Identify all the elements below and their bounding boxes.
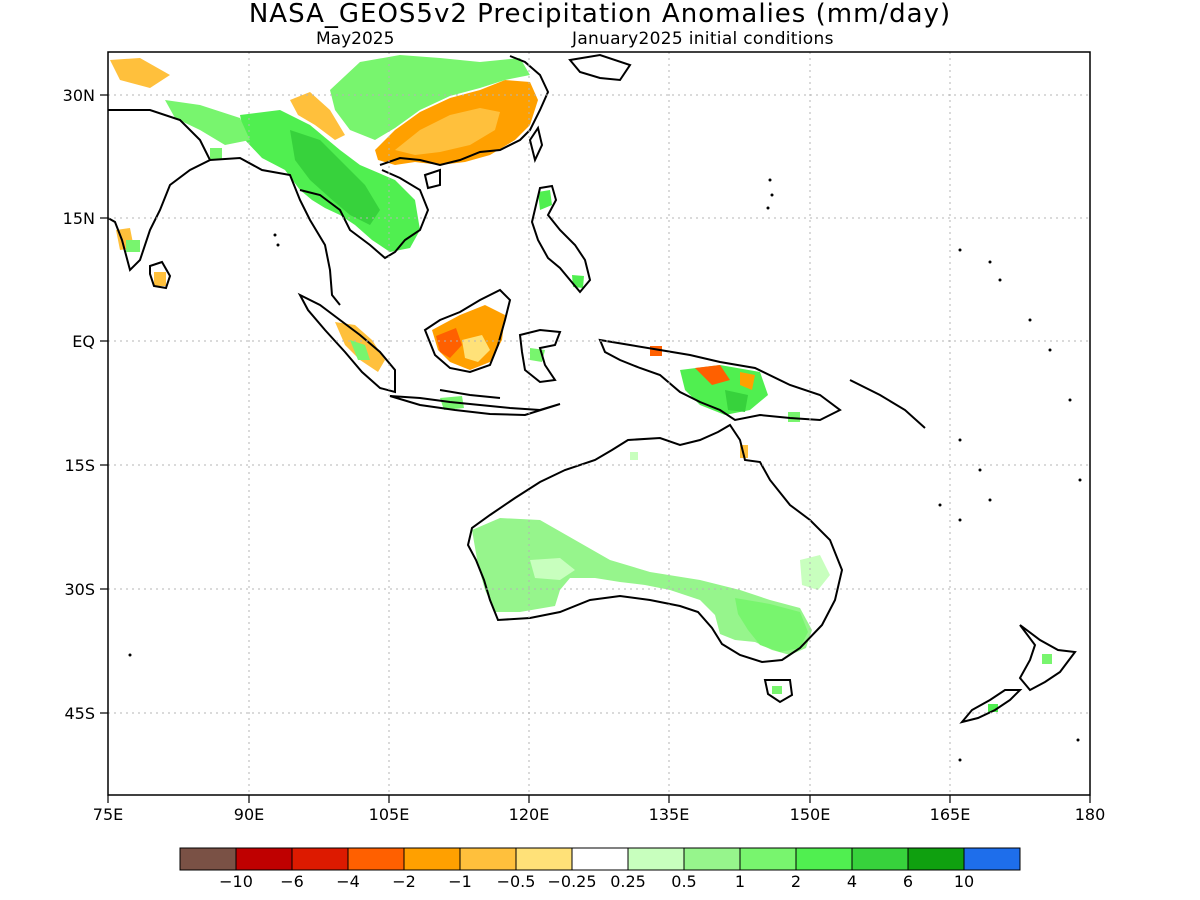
- lon-label-90e: 90E: [234, 805, 264, 824]
- anomaly-layer: [110, 55, 1052, 712]
- chart-title: NASA_GEOS5v2 Precipitation Anomalies (mm…: [248, 0, 952, 29]
- colorbar-swatch: [403, 847, 461, 871]
- anomaly-png-dry: [695, 365, 730, 385]
- colorbar-swatch: [347, 847, 405, 871]
- coast-india: [108, 109, 212, 272]
- anomaly-png-east: [788, 412, 800, 422]
- anomaly-png-orange: [740, 372, 755, 390]
- coast-taiwan: [528, 125, 544, 163]
- coastlines: [108, 53, 1077, 724]
- anomaly-australia-se: [735, 598, 808, 652]
- anomaly-china-dry-strong: [395, 108, 500, 155]
- coast-hainan: [423, 168, 441, 190]
- coast-burma-thai: [299, 169, 430, 260]
- anomaly-indochina-strong: [290, 130, 380, 225]
- colorbar-label: 0.5: [671, 872, 696, 891]
- colorbar-swatch: [459, 847, 517, 871]
- grid-lines: [108, 52, 1090, 795]
- coast-bay-bengal: [209, 156, 341, 306]
- coast-nz-north: [1018, 624, 1077, 692]
- coast-philippines: [530, 184, 592, 294]
- anomaly-sumatra-wet: [350, 340, 370, 360]
- anomaly-nz-north: [1042, 654, 1052, 664]
- lon-label-75e: 75E: [93, 805, 123, 824]
- forecast-month: May2025: [316, 29, 395, 49]
- colorbar-label: 0.25: [610, 872, 646, 891]
- lat-label-eq: EQ: [72, 332, 95, 351]
- coast-sulawesi: [518, 328, 562, 384]
- anomaly-borneo-light: [462, 335, 490, 362]
- colorbar-label: −0.25: [547, 872, 596, 891]
- tick-marks: [100, 94, 1091, 803]
- colorbar: [179, 847, 1021, 871]
- colorbar-label: 1: [735, 872, 745, 891]
- anomaly-tasmania: [772, 686, 782, 694]
- anomaly-himalaya-dry: [110, 58, 170, 88]
- lat-label-15n: 15N: [63, 209, 95, 228]
- colorbar-swatch: [739, 847, 797, 871]
- colorbar-label: −2: [392, 872, 416, 891]
- coast-java: [389, 395, 561, 417]
- anomaly-tibet-wet: [330, 55, 530, 140]
- colorbar-swatch: [571, 847, 629, 871]
- anomaly-australia-west: [472, 518, 812, 655]
- anomaly-australia-east: [800, 555, 830, 590]
- coast-japan: [568, 53, 632, 82]
- lat-label-30s: 30S: [64, 580, 95, 599]
- anomaly-tibet-dry: [290, 92, 345, 140]
- colorbar-swatch: [235, 847, 293, 871]
- colorbar-swatch: [795, 847, 853, 871]
- coast-srilanka: [149, 260, 172, 290]
- anomaly-png-strong: [725, 390, 748, 412]
- coast-tasmania: [763, 679, 794, 704]
- coast-kalimantan-ext: [439, 389, 501, 399]
- lon-label-150e: 150E: [790, 805, 831, 824]
- lon-label-105e: 105E: [369, 805, 410, 824]
- lon-label-135e: 135E: [649, 805, 690, 824]
- coast-sumatra: [297, 292, 396, 394]
- colorbar-label: 6: [903, 872, 913, 891]
- anomaly-burma-wet: [165, 100, 250, 145]
- colorbar-swatch: [683, 847, 741, 871]
- coast-china: [379, 55, 550, 167]
- colorbar-swatch: [515, 847, 573, 871]
- colorbar-label: −1: [448, 872, 472, 891]
- colorbar-swatch: [851, 847, 909, 871]
- colorbar-label: 4: [847, 872, 857, 891]
- colorbar-swatch: [291, 847, 349, 871]
- coast-solomons: [849, 379, 926, 429]
- colorbar-swatch: [627, 847, 685, 871]
- coast-new-guinea: [598, 338, 842, 422]
- colorbar-label: −6: [280, 872, 304, 891]
- lat-label-30n: 30N: [63, 86, 95, 105]
- coast-australia: [466, 423, 844, 664]
- anomaly-nt: [630, 452, 638, 460]
- colorbar-label: 10: [954, 872, 974, 891]
- lon-label-180: 180: [1075, 805, 1106, 824]
- anomaly-australia-patch: [530, 558, 575, 580]
- colorbar-swatch: [179, 847, 237, 871]
- colorbar-labels: −10 −6 −4 −2 −1 −0.5 −0.25 0.25 0.5 1 2 4 6 10: [219, 872, 974, 891]
- coast-borneo: [423, 288, 512, 374]
- island-dots: [128, 178, 1082, 762]
- anomaly-ne-india-wet: [210, 148, 222, 160]
- lat-label-15s: 15S: [64, 456, 95, 475]
- lon-label-120e: 120E: [509, 805, 550, 824]
- colorbar-label: −0.5: [497, 872, 536, 891]
- lat-label-45s: 45S: [64, 704, 95, 723]
- anomaly-india-wet: [126, 240, 140, 252]
- anomaly-srilanka: [154, 272, 166, 286]
- lon-label-165e: 165E: [930, 805, 971, 824]
- coast-nz-south: [959, 689, 1023, 724]
- anomaly-philippines: [538, 190, 552, 210]
- map-frame: [107, 51, 1091, 796]
- initial-conditions-label: January2025 initial conditions: [572, 29, 834, 49]
- colorbar-label: 2: [791, 872, 801, 891]
- colorbar-label: −4: [336, 872, 360, 891]
- colorbar-swatch: [907, 847, 965, 871]
- colorbar-swatch: [963, 847, 1021, 871]
- anomaly-borneo-strong: [436, 328, 462, 358]
- colorbar-label: −10: [219, 872, 253, 891]
